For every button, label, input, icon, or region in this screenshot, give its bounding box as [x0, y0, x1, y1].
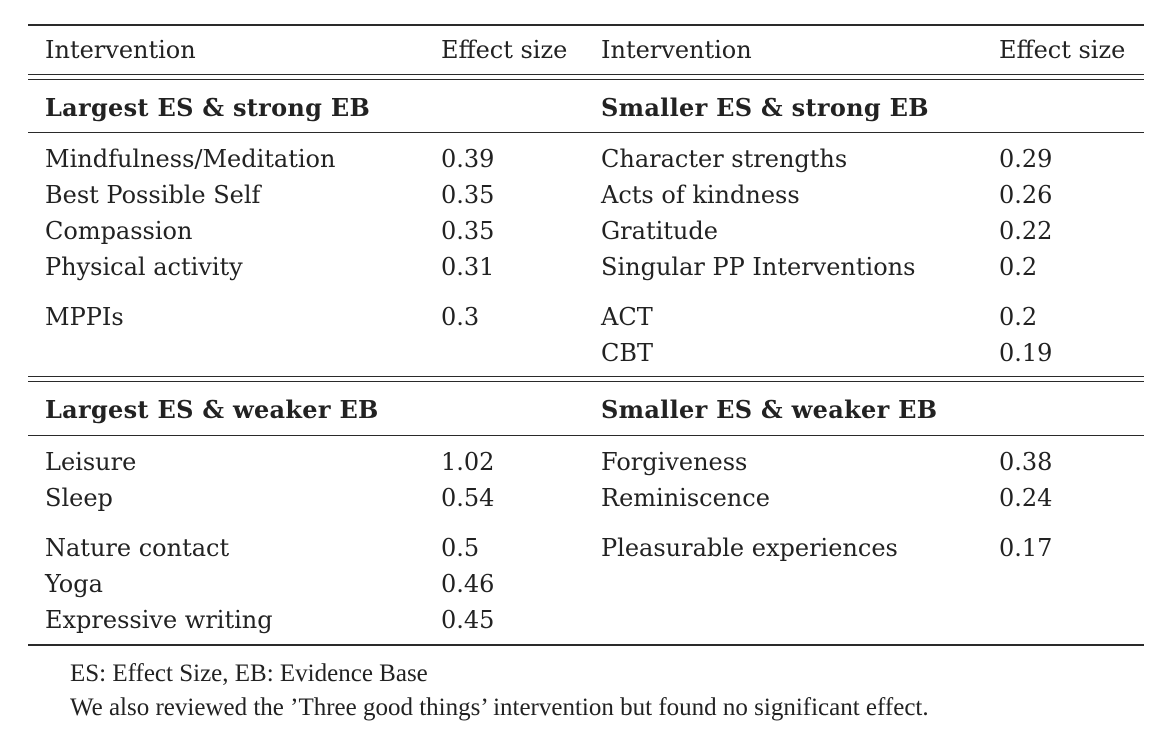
- table-row-effect-size: 0.2: [999, 253, 1038, 281]
- table-row-effect-size: 0.39: [441, 145, 495, 173]
- table-row-effect-size: 0.38: [999, 448, 1053, 476]
- table-row-intervention: Expressive writing: [45, 606, 273, 634]
- table-row-intervention: Gratitude: [601, 217, 718, 245]
- note-abbreviations: ES: Effect Size, EB: Evidence Base: [70, 660, 428, 687]
- table-row-intervention: CBT: [601, 339, 654, 367]
- table-notes: ES: Effect Size, EB: Evidence Base We al…: [70, 657, 929, 725]
- top-rule: [28, 24, 1144, 26]
- table-row-intervention: Reminiscence: [601, 484, 770, 512]
- table-row-intervention: Acts of kindness: [601, 181, 800, 209]
- table-row-intervention: Best Possible Self: [45, 181, 261, 209]
- table-row-intervention: Singular PP Interventions: [601, 253, 916, 281]
- section-1-title-rule: [28, 132, 1144, 133]
- table-row-effect-size: 0.3: [441, 303, 480, 331]
- section-2-title-rule: [28, 435, 1144, 436]
- table-row-effect-size: 1.02: [441, 448, 495, 476]
- table-row-effect-size: 0.26: [999, 181, 1053, 209]
- table-row-effect-size: 0.19: [999, 339, 1053, 367]
- table-row-effect-size: 0.22: [999, 217, 1053, 245]
- table-row-effect-size: 0.2: [999, 303, 1038, 331]
- table-row-effect-size: 0.46: [441, 570, 495, 598]
- section-title-largest-weaker: Largest ES & weaker EB: [45, 395, 379, 424]
- table-row-intervention: Yoga: [45, 570, 103, 598]
- table-row-intervention: Pleasurable experiences: [601, 534, 898, 562]
- table-row-intervention: ACT: [601, 303, 653, 331]
- table-row-intervention: Compassion: [45, 217, 193, 245]
- table-row-effect-size: 0.35: [441, 181, 495, 209]
- table-row-effect-size: 0.31: [441, 253, 495, 281]
- header-double-rule-bottom: [28, 79, 1144, 80]
- table-row-intervention: Physical activity: [45, 253, 243, 281]
- table-row-intervention: Sleep: [45, 484, 113, 512]
- bottom-rule: [28, 644, 1144, 646]
- table-row-effect-size: 0.45: [441, 606, 495, 634]
- header-effect-size-right: Effect size: [999, 36, 1126, 64]
- header-intervention-left: Intervention: [45, 36, 196, 64]
- table-row-intervention: Character strengths: [601, 145, 848, 173]
- header-effect-size-left: Effect size: [441, 36, 568, 64]
- table-row-intervention: MPPIs: [45, 303, 124, 331]
- table-row-effect-size: 0.24: [999, 484, 1053, 512]
- table-row-intervention: Mindfulness/Meditation: [45, 145, 336, 173]
- table-row-effect-size: 0.5: [441, 534, 480, 562]
- section-title-smaller-strong: Smaller ES & strong EB: [601, 93, 929, 122]
- table-row-intervention: Leisure: [45, 448, 137, 476]
- table-row-effect-size: 0.35: [441, 217, 495, 245]
- section-double-rule-top: [28, 376, 1144, 377]
- table-row-intervention: Forgiveness: [601, 448, 748, 476]
- table-row-intervention: Nature contact: [45, 534, 230, 562]
- section-title-largest-strong: Largest ES & strong EB: [45, 93, 371, 122]
- note-three-good-things: We also reviewed the ’Three good things’…: [70, 694, 929, 721]
- section-title-smaller-weaker: Smaller ES & weaker EB: [601, 395, 938, 424]
- table-row-effect-size: 0.29: [999, 145, 1053, 173]
- header-double-rule-top: [28, 74, 1144, 75]
- section-double-rule-bottom: [28, 381, 1144, 382]
- header-intervention-right: Intervention: [601, 36, 752, 64]
- table-row-effect-size: 0.54: [441, 484, 495, 512]
- table-row-effect-size: 0.17: [999, 534, 1053, 562]
